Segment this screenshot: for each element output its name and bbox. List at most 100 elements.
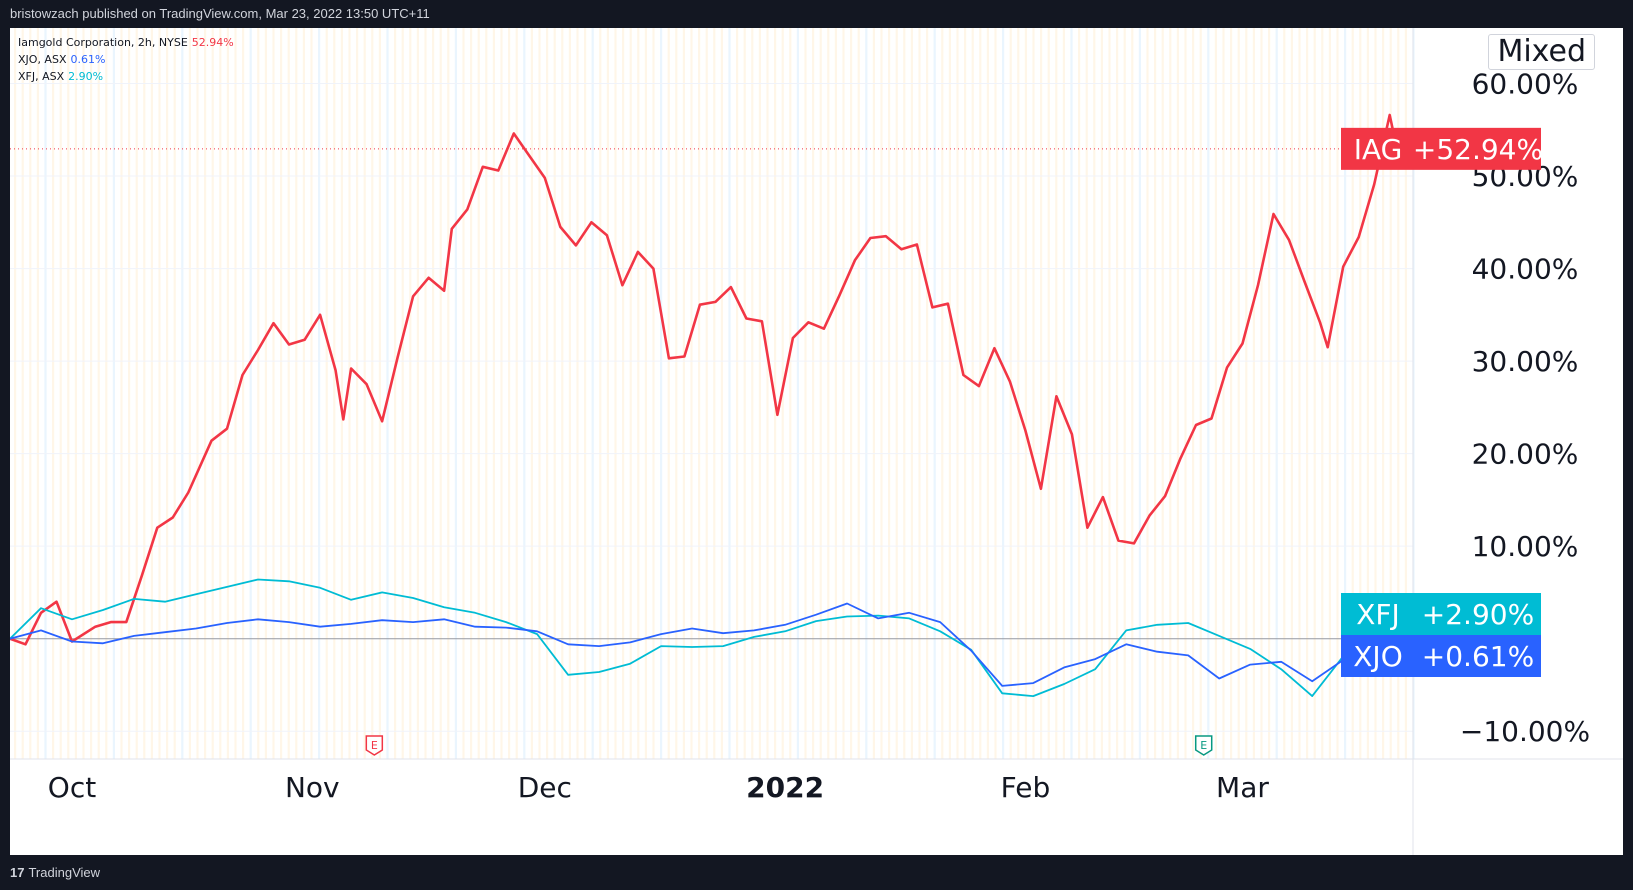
x-tick-label: Nov: [285, 771, 340, 804]
session-stripe: [226, 28, 229, 759]
session-stripe: [713, 28, 716, 759]
session-stripe: [1344, 28, 1347, 759]
session-stripe: [1351, 28, 1354, 759]
badge-name-bg-iag: [1341, 127, 1415, 170]
session-stripe: [1199, 28, 1202, 759]
session-stripe: [318, 28, 321, 759]
session-stripe: [1040, 28, 1043, 759]
footer-bar: 17 TradingView: [0, 855, 1633, 890]
session-stripe: [1222, 28, 1225, 759]
session-stripe: [1230, 28, 1233, 759]
session-stripe: [1017, 28, 1020, 759]
session-stripe: [1328, 28, 1331, 759]
session-stripe: [538, 28, 541, 759]
session-stripe: [394, 28, 397, 759]
session-stripe: [59, 28, 62, 759]
session-stripe: [1055, 28, 1058, 759]
session-stripe: [1359, 28, 1362, 759]
session-stripe: [401, 28, 404, 759]
session-stripe: [614, 28, 617, 759]
session-stripe: [865, 28, 868, 759]
session-stripe: [1085, 28, 1088, 759]
session-stripe: [371, 28, 374, 759]
session-stripe: [956, 28, 959, 759]
session-stripe: [796, 28, 799, 759]
series-legend: Iamgold Corporation, 2h, NYSE 52.94% XJO,…: [18, 34, 234, 85]
session-stripe: [1024, 28, 1027, 759]
session-stripe: [432, 28, 435, 759]
tradingview-logo-icon[interactable]: 17: [10, 865, 25, 880]
session-stripe: [530, 28, 533, 759]
session-stripe: [1313, 28, 1316, 759]
session-stripe: [439, 28, 442, 759]
session-stripe: [264, 28, 267, 759]
session-stripe: [812, 28, 815, 759]
earnings-marker-icon: [1194, 735, 1213, 756]
session-stripe: [36, 28, 39, 759]
session-stripe: [599, 28, 602, 759]
session-stripe: [561, 28, 564, 759]
session-stripe: [158, 28, 161, 759]
session-stripe: [827, 28, 830, 759]
chart-frame[interactable]: 60.00% 50.00% 40.00% 30.00% 20.00% 10.00% −10.…: [10, 28, 1623, 855]
session-stripe: [918, 28, 921, 759]
session-stripe: [523, 28, 526, 759]
session-stripe: [644, 28, 647, 759]
session-stripe: [948, 28, 951, 759]
session-stripe: [120, 28, 123, 759]
session-stripe: [1146, 28, 1149, 759]
y-tick-label: 40.00%: [1472, 253, 1579, 286]
session-stripe: [1366, 28, 1369, 759]
legend-entry-xfj[interactable]: XFJ, ASX 2.90%: [18, 68, 234, 85]
session-stripe: [546, 28, 549, 759]
price-chart[interactable]: 60.00%50.00%40.00%30.00%20.00%10.00%−10.…: [10, 28, 1623, 855]
publish-header: bristowzach published on TradingView.com…: [0, 0, 1633, 28]
session-stripe: [188, 28, 191, 759]
session-stripe: [52, 28, 55, 759]
session-stripe: [29, 28, 32, 759]
session-stripe: [356, 28, 359, 759]
session-stripe: [143, 28, 146, 759]
session-stripe: [736, 28, 739, 759]
session-stripe: [204, 28, 207, 759]
badge-value-iag: +52.94%: [1413, 133, 1543, 166]
session-stripe: [850, 28, 853, 759]
session-stripe: [652, 28, 655, 759]
footer-brand[interactable]: TradingView: [28, 865, 101, 880]
session-stripe: [751, 28, 754, 759]
earnings-marker-icon: [365, 735, 384, 756]
y-tick-label: 60.00%: [1472, 68, 1579, 101]
session-stripe: [112, 28, 115, 759]
session-stripe: [622, 28, 625, 759]
session-stripe: [728, 28, 731, 759]
legend-entry-iag[interactable]: Iamgold Corporation, 2h, NYSE 52.94%: [18, 34, 234, 51]
scale-mode-badge[interactable]: Mixed: [1488, 34, 1595, 70]
session-stripe: [667, 28, 670, 759]
session-stripe: [1237, 28, 1240, 759]
session-stripe: [690, 28, 693, 759]
session-stripe: [272, 28, 275, 759]
session-stripe: [515, 28, 518, 759]
session-stripe: [1116, 28, 1119, 759]
badge-name-bg-xjo: [1341, 635, 1415, 677]
session-stripe: [1321, 28, 1324, 759]
session-stripe: [743, 28, 746, 759]
session-stripe: [1290, 28, 1293, 759]
session-stripe: [234, 28, 237, 759]
series-line-xjo: [10, 602, 1414, 687]
badge-name-xjo: XJO: [1353, 640, 1402, 673]
x-tick-label: Feb: [1001, 771, 1051, 804]
legend-value: 2.90%: [68, 70, 104, 83]
session-stripe: [173, 28, 176, 759]
x-tick-label: Mar: [1216, 771, 1269, 804]
legend-entry-xjo[interactable]: XJO, ASX 0.61%: [18, 51, 234, 68]
session-stripe: [1032, 28, 1035, 759]
legend-label: XJO, ASX: [18, 53, 67, 66]
session-stripe: [378, 28, 381, 759]
session-stripe: [242, 28, 245, 759]
session-stripe: [606, 28, 609, 759]
y-tick-label: 30.00%: [1472, 345, 1579, 378]
session-stripe: [196, 28, 199, 759]
series-line-xfj: [10, 578, 1414, 697]
badge-value-bg-iag: [1415, 127, 1541, 170]
